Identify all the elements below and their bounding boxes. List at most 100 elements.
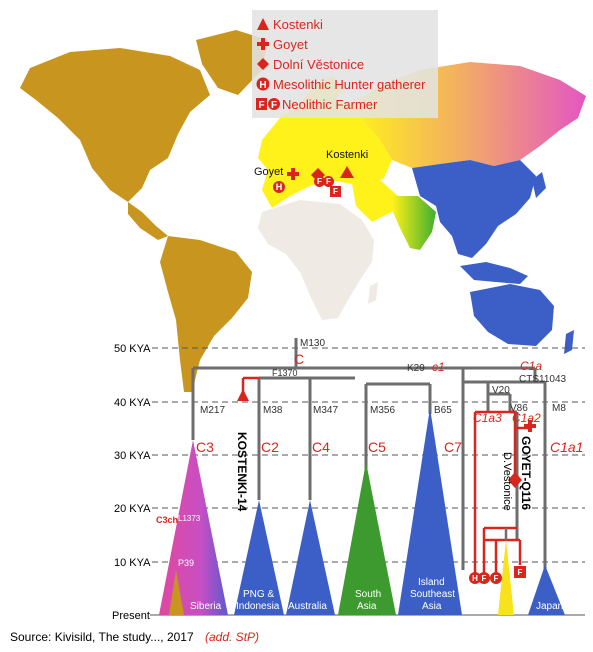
tree-f-marker-2: F bbox=[490, 572, 502, 584]
region-island: Island bbox=[418, 577, 445, 588]
tree-h-letter: H bbox=[472, 574, 478, 583]
madagascar bbox=[368, 282, 378, 304]
map-f-marker-2: F bbox=[323, 176, 334, 187]
central-america bbox=[128, 202, 168, 240]
clade-label-c7: C7 bbox=[444, 439, 462, 455]
clade-label-c1a3: C1a3 bbox=[473, 411, 502, 425]
snp-m356: M356 bbox=[370, 405, 395, 416]
legend-item-kostenki: Kostenki bbox=[256, 16, 323, 32]
tree-f-marker-3: F bbox=[514, 566, 526, 578]
clade-c1a1-cone bbox=[528, 565, 565, 615]
snp-cts11043: CTS11043 bbox=[519, 374, 567, 385]
clade-yellow-cone bbox=[498, 540, 514, 615]
sample-kostenki14: KOSTENKI-14 bbox=[235, 432, 249, 512]
north-america bbox=[20, 48, 210, 202]
tree-f-letter-1: F bbox=[482, 574, 487, 583]
snp-m347: M347 bbox=[313, 405, 338, 416]
legend-label-dolni: Dolní Věstonice bbox=[273, 56, 365, 72]
kostenki-map-marker bbox=[340, 166, 354, 178]
source-footer: Source: Kivisild, The study..., 2017 (ad… bbox=[10, 630, 259, 644]
tree-h-marker: H bbox=[469, 572, 481, 584]
east-asia bbox=[412, 160, 536, 258]
red-lineages bbox=[241, 376, 530, 575]
f-letter-2: F bbox=[271, 100, 277, 111]
clade-label-c1a2: C1a2 bbox=[512, 411, 541, 425]
sample-dvestonice: D.Vestonice bbox=[501, 452, 513, 511]
map-f-marker-3: F bbox=[330, 186, 341, 197]
clade-label-c1: c1 bbox=[432, 360, 445, 374]
axis-tick-40: 40 KYA bbox=[114, 397, 151, 409]
legend-label-mesolithic: Mesolithic Hunter gatherer bbox=[273, 76, 426, 92]
middle-east bbox=[352, 180, 398, 222]
tree-f-marker-1: F bbox=[478, 572, 490, 584]
clade-label-c3: C3 bbox=[196, 439, 214, 455]
axis-tick-30: 30 KYA bbox=[114, 450, 151, 462]
legend-item-dolni: Dolní Věstonice bbox=[256, 56, 364, 72]
snp-f1370: F1370 bbox=[272, 368, 298, 378]
dvestonice-marker bbox=[508, 472, 522, 488]
kostenki14-marker bbox=[237, 389, 249, 401]
plus-icon bbox=[256, 37, 270, 51]
region-siberia: Siberia bbox=[190, 601, 222, 612]
source-text: Source: Kivisild, The study..., 2017 bbox=[10, 630, 194, 644]
legend-label-neolithic: Neolithic Farmer bbox=[282, 96, 378, 112]
snp-b65: B65 bbox=[434, 405, 452, 416]
goyet-q116-marker bbox=[524, 420, 536, 432]
time-gridlines bbox=[152, 347, 585, 563]
australia-map bbox=[470, 284, 554, 346]
region-southeast: Southeast bbox=[410, 589, 455, 600]
clade-label-c5: C5 bbox=[368, 439, 386, 455]
clade-c7-cone bbox=[398, 408, 462, 615]
legend-label-kostenki: Kostenki bbox=[273, 16, 323, 32]
region-south: South bbox=[355, 589, 381, 600]
clade-p39-cone bbox=[169, 570, 184, 615]
south-america bbox=[160, 236, 252, 392]
clade-label-c2: C2 bbox=[261, 439, 279, 455]
clade-c4-cone bbox=[286, 500, 335, 615]
clade-label-c1a: C1a bbox=[520, 359, 542, 373]
map-h-marker-1: H bbox=[273, 181, 285, 193]
tree-f-letter-2: F bbox=[494, 574, 499, 583]
japan-island bbox=[532, 172, 546, 198]
addition-note: (add. StP) bbox=[205, 630, 260, 644]
map-label-kostenki: Kostenki bbox=[326, 149, 369, 161]
region-png: PNG & bbox=[243, 589, 274, 600]
legend-label-goyet: Goyet bbox=[273, 36, 308, 52]
goyet-map-marker bbox=[287, 168, 299, 180]
clade-label-c1a1: C1a1 bbox=[550, 439, 583, 455]
region-asia: Asia bbox=[357, 601, 377, 612]
clade-c2-cone bbox=[234, 500, 284, 615]
region-indonesia: Indonesia bbox=[236, 601, 280, 612]
map-legend: Kostenki Goyet Dolní Věstonice H Mesolit… bbox=[252, 10, 438, 118]
snp-k29: K29 bbox=[407, 363, 425, 374]
sample-goyet-q116: GOYET-Q116 bbox=[519, 436, 533, 510]
axis-tick-10: 10 KYA bbox=[114, 557, 151, 569]
axis-tick-20: 20 KYA bbox=[114, 503, 151, 515]
region-japan: Japan bbox=[536, 601, 563, 612]
axis-tick-50: 50 KYA bbox=[114, 343, 151, 355]
f-letter-1: F bbox=[258, 100, 264, 111]
legend-item-mesolithic: H Mesolithic Hunter gatherer bbox=[256, 76, 425, 92]
region-australia: Australia bbox=[288, 601, 327, 612]
snp-m217: M217 bbox=[200, 405, 225, 416]
snp-v86: V86 bbox=[510, 403, 528, 414]
region-asia-2: Asia bbox=[422, 601, 442, 612]
clade-label-c4: C4 bbox=[312, 439, 330, 455]
h-letter: H bbox=[259, 80, 266, 91]
se-asia-islands bbox=[460, 262, 528, 284]
clade-label-c: C bbox=[294, 351, 304, 367]
map-f-marker-1: F bbox=[314, 176, 325, 187]
legend-item-goyet: Goyet bbox=[256, 36, 308, 52]
snp-l1373: L1373 bbox=[178, 514, 201, 523]
greenland bbox=[196, 30, 268, 95]
h-marker-icon: H bbox=[256, 77, 270, 91]
snp-m130: M130 bbox=[300, 338, 325, 349]
axis-tick-present: Present bbox=[112, 610, 150, 622]
clade-c3-cone bbox=[159, 440, 228, 615]
tree-f-letter-3: F bbox=[518, 568, 523, 577]
map-label-goyet: Goyet bbox=[254, 166, 284, 178]
